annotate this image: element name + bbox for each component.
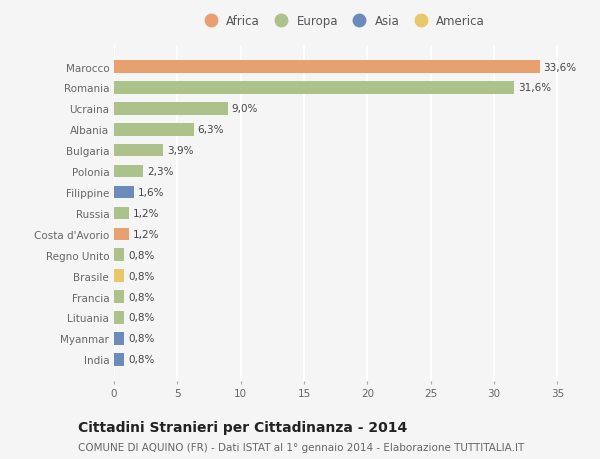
- Text: Cittadini Stranieri per Cittadinanza - 2014: Cittadini Stranieri per Cittadinanza - 2…: [78, 420, 407, 434]
- Bar: [114, 228, 129, 241]
- Bar: [114, 332, 124, 345]
- Bar: [114, 165, 143, 178]
- Text: 0,8%: 0,8%: [128, 271, 154, 281]
- Text: 6,3%: 6,3%: [197, 125, 224, 135]
- Bar: [114, 207, 129, 220]
- Bar: [114, 82, 514, 95]
- Text: 31,6%: 31,6%: [518, 83, 551, 93]
- Bar: [114, 103, 228, 115]
- Text: 0,8%: 0,8%: [128, 334, 154, 344]
- Bar: [114, 270, 124, 282]
- Bar: [114, 249, 124, 262]
- Text: 1,6%: 1,6%: [138, 188, 164, 197]
- Bar: [114, 312, 124, 324]
- Text: 2,3%: 2,3%: [147, 167, 173, 177]
- Text: COMUNE DI AQUINO (FR) - Dati ISTAT al 1° gennaio 2014 - Elaborazione TUTTITALIA.: COMUNE DI AQUINO (FR) - Dati ISTAT al 1°…: [78, 442, 524, 452]
- Bar: [114, 291, 124, 303]
- Bar: [114, 353, 124, 366]
- Text: 0,8%: 0,8%: [128, 292, 154, 302]
- Text: 1,2%: 1,2%: [133, 230, 160, 239]
- Text: 1,2%: 1,2%: [133, 208, 160, 218]
- Bar: [114, 124, 194, 136]
- Bar: [114, 186, 134, 199]
- Bar: [114, 61, 539, 73]
- Text: 3,9%: 3,9%: [167, 146, 194, 156]
- Text: 9,0%: 9,0%: [232, 104, 258, 114]
- Bar: [114, 145, 163, 157]
- Legend: Africa, Europa, Asia, America: Africa, Europa, Asia, America: [199, 15, 485, 28]
- Text: 33,6%: 33,6%: [544, 62, 577, 73]
- Text: 0,8%: 0,8%: [128, 354, 154, 364]
- Text: 0,8%: 0,8%: [128, 313, 154, 323]
- Text: 0,8%: 0,8%: [128, 250, 154, 260]
